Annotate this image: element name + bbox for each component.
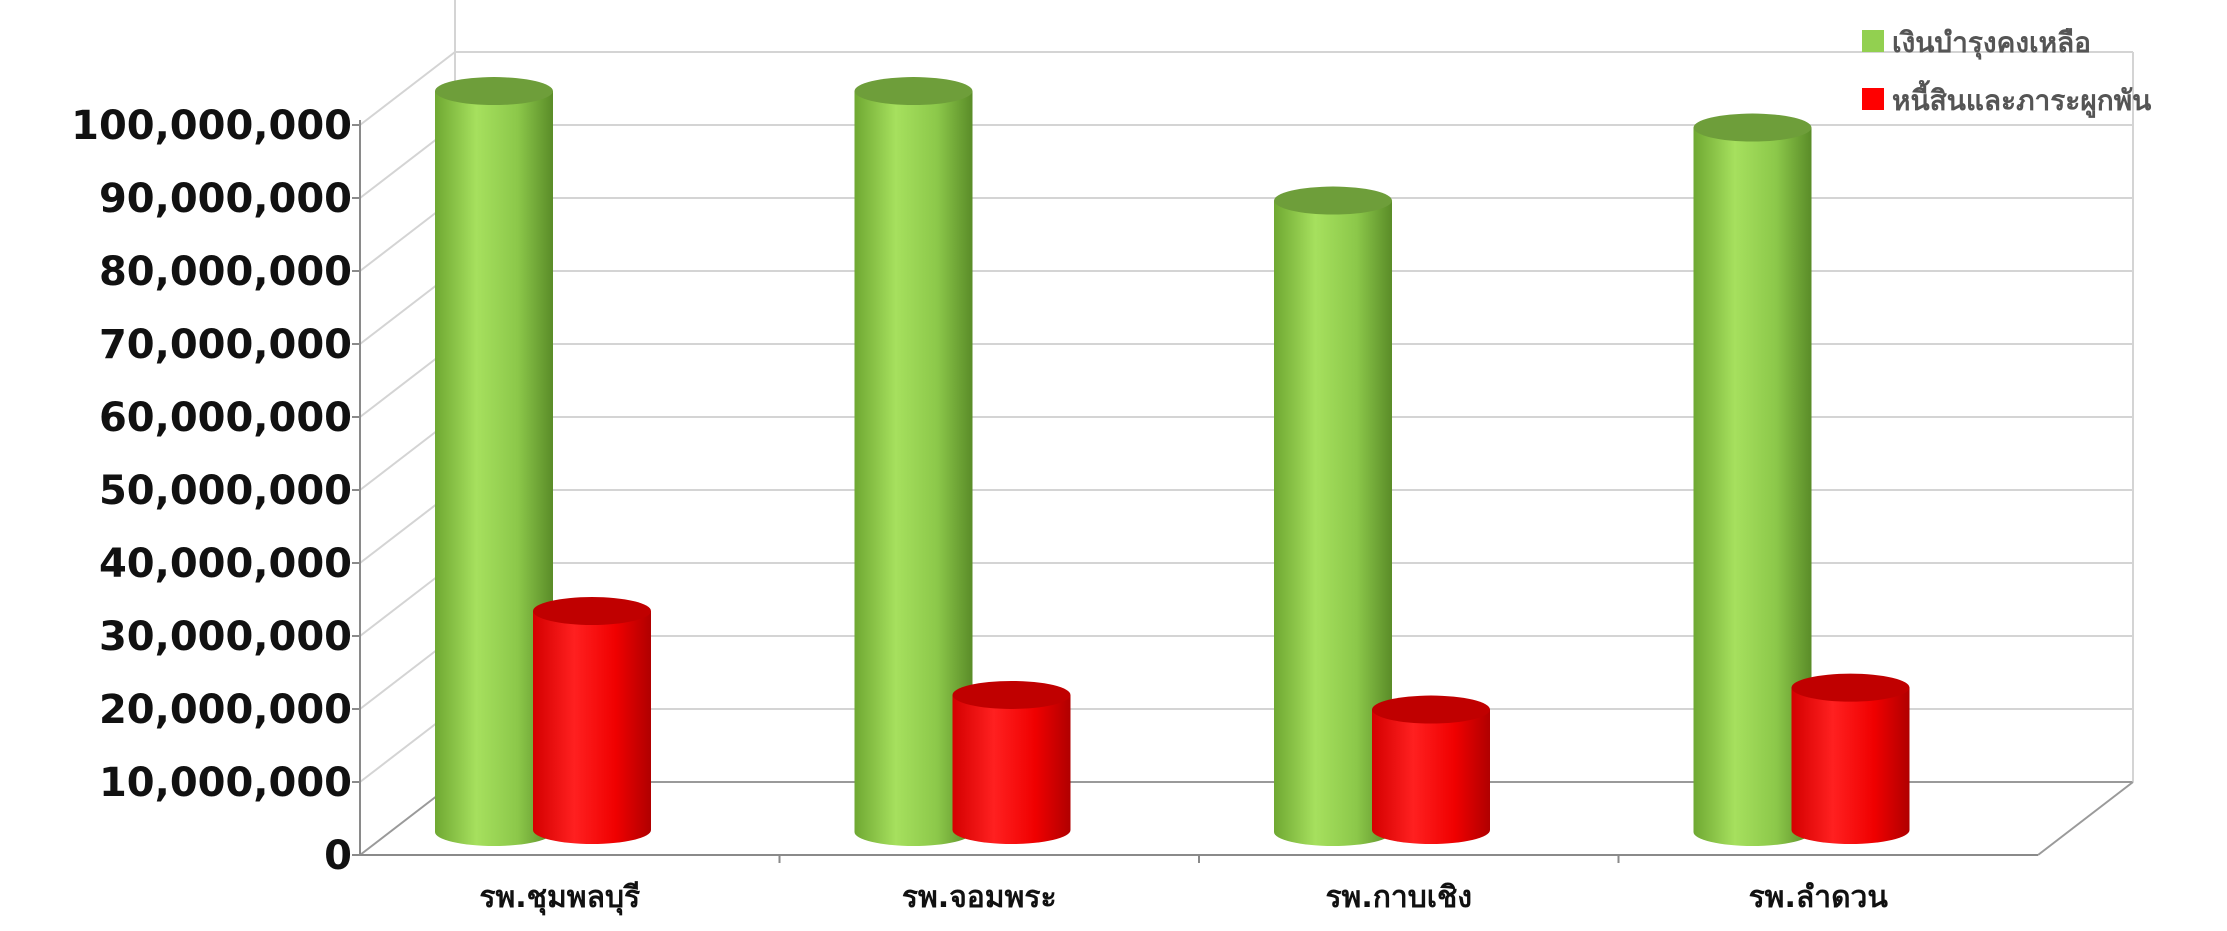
y-tick-label: 40,000,000 bbox=[99, 541, 352, 587]
bar-body bbox=[854, 91, 973, 847]
bar-top bbox=[1274, 186, 1392, 215]
legend: เงินบำรุงคงเหลือหนี้สินและภาระผูกพัน bbox=[1862, 26, 2151, 118]
y-tick-label: 20,000,000 bbox=[99, 687, 352, 733]
bar-balance bbox=[854, 77, 973, 847]
bar-body bbox=[435, 91, 553, 846]
bar-liability bbox=[952, 680, 1071, 845]
bar-balance bbox=[1693, 113, 1812, 847]
y-tick-label: 0 bbox=[324, 833, 352, 879]
gridline-side bbox=[359, 51, 456, 126]
axes bbox=[352, 120, 2038, 863]
bar-top bbox=[435, 77, 553, 106]
bar-body bbox=[1274, 200, 1392, 847]
x-tick-label: รพ.ชุมพลบุรี bbox=[479, 880, 640, 916]
y-tick-label: 70,000,000 bbox=[99, 322, 352, 368]
y-tick-label: 50,000,000 bbox=[99, 468, 352, 514]
bar-liability bbox=[533, 597, 651, 844]
y-tick-label: 90,000,000 bbox=[99, 176, 352, 222]
legend-label: เงินบำรุงคงเหลือ bbox=[1892, 26, 2091, 60]
y-tick-label: 80,000,000 bbox=[99, 249, 352, 295]
bar-body bbox=[1693, 127, 1812, 847]
y-tick-label: 10,000,000 bbox=[99, 760, 352, 806]
legend-swatch bbox=[1862, 88, 1884, 110]
bar-body bbox=[533, 611, 651, 844]
bar-body bbox=[952, 694, 1071, 845]
legend-swatch bbox=[1862, 30, 1884, 52]
x-tick-label: รพ.ลำดวน bbox=[1749, 880, 1889, 915]
bar-top bbox=[952, 680, 1071, 709]
bar-body bbox=[1372, 709, 1490, 844]
bar-balance bbox=[1274, 186, 1392, 847]
y-tick-label: 30,000,000 bbox=[99, 614, 352, 660]
x-tick-label: รพ.จอมพระ bbox=[902, 880, 1057, 915]
bar-top bbox=[1372, 695, 1490, 724]
bar-liability bbox=[1791, 673, 1910, 845]
bar-balance bbox=[435, 77, 553, 846]
bar-top bbox=[1791, 673, 1910, 702]
bars bbox=[435, 77, 1910, 847]
floor-edge bbox=[2037, 781, 2134, 856]
bar-liability bbox=[1372, 695, 1490, 844]
x-tick-label: รพ.กาบเชิง bbox=[1325, 880, 1472, 915]
legend-label: หนี้สินและภาระผูกพัน bbox=[1892, 79, 2151, 118]
y-tick-label: 60,000,000 bbox=[99, 395, 352, 441]
bar-body bbox=[1791, 687, 1910, 845]
y-tick-label: 100,000,000 bbox=[71, 103, 352, 149]
bar-top bbox=[854, 77, 973, 106]
bar-top bbox=[533, 597, 651, 625]
bar-top bbox=[1693, 113, 1812, 142]
tick-labels: 0 10,000,000 20,000,000 30,000,000 40,000,00… bbox=[71, 103, 1888, 916]
